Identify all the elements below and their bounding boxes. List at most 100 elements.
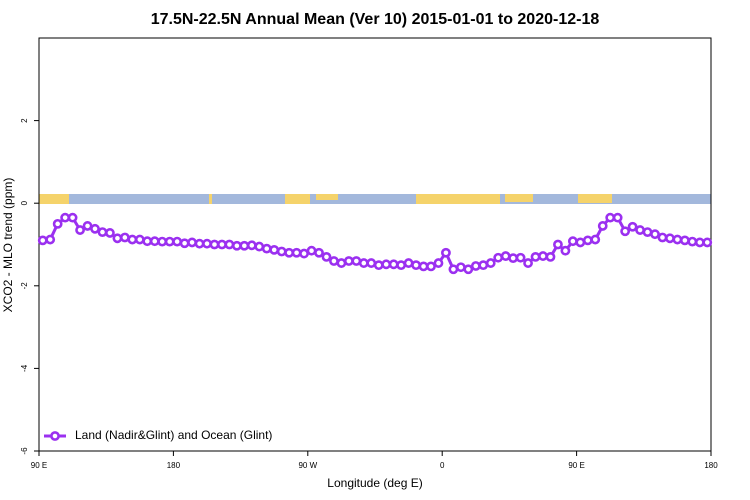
point bbox=[665, 233, 675, 244]
point bbox=[134, 234, 145, 245]
point bbox=[478, 260, 489, 271]
point bbox=[306, 245, 317, 256]
land-band bbox=[578, 194, 612, 203]
point bbox=[164, 236, 175, 247]
x-tick-label: 180 bbox=[167, 461, 181, 470]
point bbox=[112, 233, 123, 244]
point bbox=[172, 236, 183, 247]
point bbox=[60, 212, 71, 223]
point bbox=[485, 258, 496, 268]
point bbox=[127, 234, 138, 245]
point bbox=[202, 238, 212, 249]
point bbox=[209, 239, 220, 250]
land-band bbox=[285, 194, 310, 204]
point bbox=[575, 237, 586, 248]
x-tick-label: 90 E bbox=[568, 461, 584, 470]
point bbox=[679, 235, 690, 246]
point bbox=[187, 237, 197, 248]
y-axis-label: XCO2 - MLO trend (ppm) bbox=[1, 178, 15, 313]
point bbox=[351, 256, 362, 266]
point bbox=[411, 260, 421, 271]
point bbox=[433, 258, 444, 268]
point bbox=[373, 260, 384, 271]
point bbox=[500, 251, 511, 261]
legend-marker bbox=[50, 431, 60, 441]
y-tick-label: -6 bbox=[20, 447, 29, 455]
land-band bbox=[316, 194, 338, 200]
chart-title: 17.5N-22.5N Annual Mean (Ver 10) 2015-01… bbox=[151, 11, 600, 28]
y-tick-label: 2 bbox=[20, 118, 29, 123]
point bbox=[702, 237, 713, 248]
ocean-band bbox=[39, 194, 711, 204]
point bbox=[157, 236, 168, 247]
point bbox=[179, 238, 190, 249]
point bbox=[545, 251, 556, 262]
point bbox=[455, 262, 466, 273]
point bbox=[388, 259, 399, 270]
point bbox=[105, 228, 115, 238]
x-axis-label: Longitude (deg E) bbox=[327, 476, 422, 490]
point bbox=[336, 258, 347, 268]
point bbox=[694, 237, 705, 248]
point bbox=[567, 236, 578, 247]
x-tick-label: 180 bbox=[704, 461, 718, 470]
point bbox=[52, 218, 63, 229]
point bbox=[650, 229, 660, 240]
land-ocean-band bbox=[39, 194, 711, 204]
point bbox=[523, 258, 533, 268]
point bbox=[358, 258, 369, 268]
point bbox=[314, 247, 324, 258]
x-tick-label: 0 bbox=[440, 461, 445, 470]
point bbox=[82, 221, 93, 231]
point bbox=[687, 236, 698, 247]
point bbox=[448, 264, 459, 275]
point bbox=[612, 212, 623, 223]
point bbox=[276, 246, 287, 257]
point bbox=[605, 212, 616, 223]
point bbox=[441, 247, 451, 258]
point bbox=[396, 260, 407, 271]
point bbox=[90, 223, 100, 234]
point bbox=[463, 264, 474, 275]
point bbox=[261, 243, 272, 254]
point bbox=[254, 241, 265, 252]
point bbox=[224, 239, 235, 250]
point bbox=[493, 252, 504, 263]
point bbox=[590, 234, 601, 245]
point bbox=[538, 251, 548, 261]
point bbox=[553, 239, 563, 250]
point bbox=[231, 240, 242, 251]
point bbox=[597, 221, 608, 231]
point bbox=[343, 256, 354, 266]
point bbox=[642, 227, 653, 238]
point bbox=[119, 232, 130, 243]
point bbox=[515, 252, 526, 263]
y-tick-label: -4 bbox=[20, 364, 29, 372]
point bbox=[508, 253, 519, 264]
point bbox=[269, 244, 280, 255]
y-tick-label: 0 bbox=[20, 200, 29, 205]
point bbox=[403, 258, 414, 268]
point bbox=[470, 261, 481, 271]
point bbox=[75, 225, 85, 235]
point bbox=[582, 235, 593, 246]
point bbox=[142, 236, 153, 247]
x-tick-label: 90 W bbox=[298, 461, 317, 470]
point bbox=[329, 256, 339, 266]
point bbox=[635, 225, 645, 235]
point bbox=[37, 235, 48, 246]
point bbox=[194, 238, 205, 249]
point bbox=[45, 234, 56, 245]
point bbox=[321, 251, 332, 262]
point bbox=[284, 247, 295, 258]
point bbox=[560, 245, 571, 256]
land-band bbox=[39, 194, 69, 204]
point bbox=[239, 240, 250, 251]
point bbox=[67, 212, 78, 223]
point bbox=[299, 248, 309, 259]
point bbox=[530, 251, 541, 262]
point bbox=[381, 259, 392, 270]
point bbox=[149, 236, 160, 247]
